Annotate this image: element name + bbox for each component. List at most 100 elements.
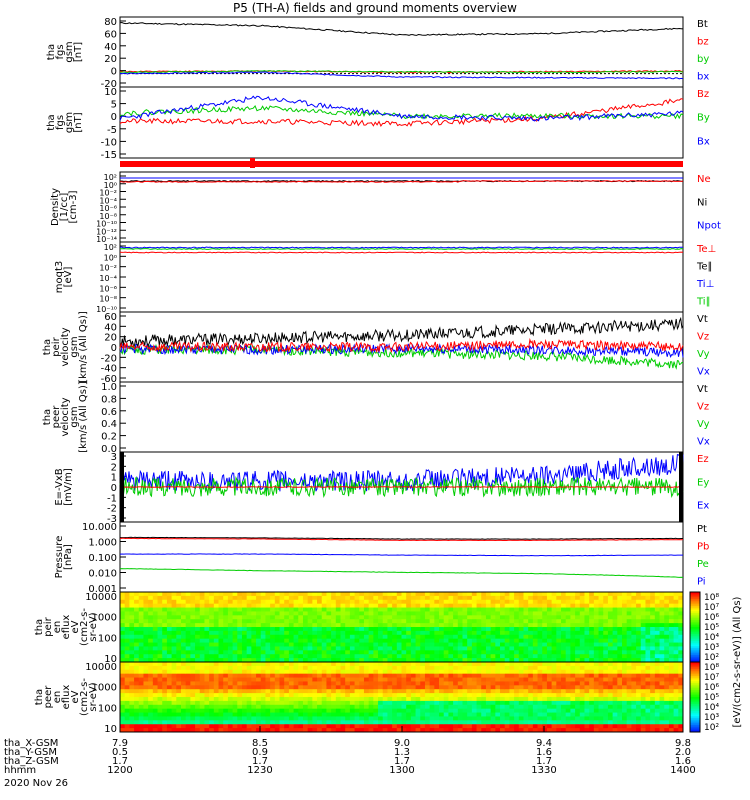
spectrogram-cell xyxy=(129,627,135,632)
spectrogram-cell xyxy=(401,603,407,609)
spectrogram-cell xyxy=(654,623,661,628)
spectrogram-cell xyxy=(654,599,661,605)
spectrogram-cell xyxy=(504,689,510,694)
spectrogram-cell xyxy=(129,615,135,620)
spectrogram-cell xyxy=(622,685,628,690)
spectrogram-cell xyxy=(481,712,487,717)
spectrogram-cell xyxy=(326,634,332,640)
spectrogram-cell xyxy=(138,697,144,702)
spectrogram-cell xyxy=(504,654,510,659)
spectrogram-cell xyxy=(622,603,628,609)
spectrogram-cell xyxy=(256,685,262,690)
spectrogram-cell xyxy=(378,638,384,644)
spectrogram-cell xyxy=(467,638,473,644)
colorbar-cell xyxy=(690,725,700,728)
spectrogram-cell xyxy=(664,654,670,659)
spectrogram-cell xyxy=(227,728,234,733)
spectrogram-cell xyxy=(485,697,492,702)
spectrogram-cell xyxy=(345,728,351,733)
spectrogram-cell xyxy=(349,619,356,624)
spectrogram-cell xyxy=(453,693,459,698)
spectrogram-cell xyxy=(152,630,159,636)
spectrogram-cell xyxy=(204,623,210,628)
spectrogram-cell xyxy=(584,685,590,690)
spectrogram-cell xyxy=(359,673,365,679)
spectrogram-cell xyxy=(227,630,234,636)
spectrogram-cell xyxy=(551,592,557,597)
spectrogram-cell xyxy=(162,685,168,690)
spectrogram-cell xyxy=(509,627,515,632)
spectrogram-cell xyxy=(340,642,346,647)
spectrogram-cell xyxy=(528,595,534,601)
spectrogram-cell xyxy=(279,697,285,702)
spectrogram-cell xyxy=(607,595,614,601)
date-label: 2020 Nov 26 xyxy=(4,778,68,789)
spectrogram-cell xyxy=(650,665,656,671)
spectrogram-cell xyxy=(124,665,130,671)
spectrogram-cell xyxy=(199,619,205,624)
spectrogram-cell xyxy=(593,689,600,694)
y-tick-label-fgs_dsl: 0 xyxy=(111,112,117,123)
spectrogram-cell xyxy=(326,654,332,659)
spectrogram-cell xyxy=(443,611,449,616)
spectrogram-cell xyxy=(260,603,266,609)
spectrogram-cell xyxy=(410,642,417,647)
spectrogram-cell xyxy=(528,712,534,717)
spectrogram-cell xyxy=(317,630,323,636)
spectrogram-cell xyxy=(645,603,651,609)
spectrogram-cell xyxy=(636,650,642,655)
spectrogram-cell xyxy=(406,646,412,651)
spectrogram-cell xyxy=(321,697,327,702)
spectrogram-cell xyxy=(617,623,623,628)
spectrogram-cell xyxy=(462,708,468,714)
spectrogram-cell xyxy=(251,595,257,601)
spectrogram-cell xyxy=(190,697,196,702)
spectrogram-cell xyxy=(166,654,173,659)
spectrogram-cell xyxy=(195,642,201,647)
axis-row-value: 1.7 xyxy=(394,756,410,767)
spectrogram-cell xyxy=(237,728,243,733)
spectrogram-cell xyxy=(129,654,135,659)
spectrogram-cell xyxy=(424,665,431,671)
spectrogram-cell xyxy=(190,728,196,733)
spectrogram-cell xyxy=(378,700,384,706)
spectrogram-cell xyxy=(607,708,614,714)
spectrogram-cell xyxy=(424,712,431,717)
spectrogram-cell xyxy=(321,724,327,729)
spectrogram-cell xyxy=(373,673,379,679)
spectrogram-cell xyxy=(495,592,501,597)
colorbar-cell xyxy=(690,607,700,610)
spectrogram-cell xyxy=(645,627,651,632)
spectrogram-cell xyxy=(312,677,318,682)
spectrogram-cell xyxy=(392,595,398,601)
spectrogram-cell xyxy=(241,611,248,616)
spectrogram-cell xyxy=(645,681,651,686)
spectrogram-cell xyxy=(199,669,205,675)
spectrogram-cell xyxy=(138,658,144,663)
spectrogram-cell xyxy=(640,615,646,620)
spectrogram-cell xyxy=(415,665,421,671)
spectrogram-cell xyxy=(490,673,496,679)
spectrogram-cell xyxy=(570,720,576,725)
spectrogram-cell xyxy=(396,654,402,659)
spectrogram-cell xyxy=(251,615,257,620)
spectrogram-cell xyxy=(120,619,126,624)
spectrogram-cell xyxy=(396,724,402,729)
spectrogram-cell xyxy=(392,708,398,714)
spectrogram-cell xyxy=(528,708,534,714)
spectrogram-cell xyxy=(556,658,562,663)
spectrogram-cell xyxy=(209,700,215,706)
y-tick-label-peir_vel: -20 xyxy=(101,353,117,364)
spectrogram-cell xyxy=(410,662,417,667)
spectrogram-cell xyxy=(589,685,595,690)
spectrogram-cell xyxy=(654,700,661,706)
spectrogram-cell xyxy=(443,654,449,659)
spectrogram-cell xyxy=(636,720,642,725)
spectrogram-cell xyxy=(251,693,257,698)
spectrogram-cell xyxy=(227,681,234,686)
spectrogram-cell xyxy=(410,603,417,609)
spectrogram-cell xyxy=(532,658,539,663)
spectrogram-cell xyxy=(607,665,614,671)
spectrogram-cell xyxy=(368,704,374,710)
spectrogram-cell xyxy=(387,724,393,729)
